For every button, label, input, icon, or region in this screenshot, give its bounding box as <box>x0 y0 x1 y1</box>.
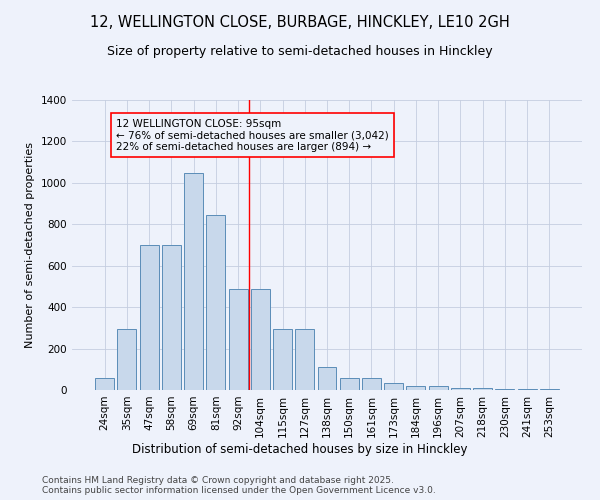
Text: 12, WELLINGTON CLOSE, BURBAGE, HINCKLEY, LE10 2GH: 12, WELLINGTON CLOSE, BURBAGE, HINCKLEY,… <box>90 15 510 30</box>
Bar <box>540 389 559 390</box>
Bar <box>273 329 292 390</box>
Bar <box>429 386 448 390</box>
Text: Distribution of semi-detached houses by size in Hinckley: Distribution of semi-detached houses by … <box>132 442 468 456</box>
Bar <box>496 389 514 390</box>
Bar <box>184 172 203 390</box>
Bar <box>251 288 270 390</box>
Bar <box>206 215 225 390</box>
Bar <box>518 389 536 390</box>
Bar <box>162 245 181 390</box>
Text: 12 WELLINGTON CLOSE: 95sqm
← 76% of semi-detached houses are smaller (3,042)
22%: 12 WELLINGTON CLOSE: 95sqm ← 76% of semi… <box>116 118 389 152</box>
Bar <box>406 386 425 390</box>
Bar <box>473 388 492 390</box>
Bar <box>340 378 359 390</box>
Bar <box>118 329 136 390</box>
Bar <box>317 367 337 390</box>
Bar <box>295 329 314 390</box>
Bar <box>362 378 381 390</box>
Bar <box>95 378 114 390</box>
Bar <box>451 388 470 390</box>
Bar <box>384 383 403 390</box>
Text: Size of property relative to semi-detached houses in Hinckley: Size of property relative to semi-detach… <box>107 45 493 58</box>
Bar <box>229 288 248 390</box>
Text: Contains HM Land Registry data © Crown copyright and database right 2025.
Contai: Contains HM Land Registry data © Crown c… <box>42 476 436 495</box>
Bar <box>140 245 158 390</box>
Y-axis label: Number of semi-detached properties: Number of semi-detached properties <box>25 142 35 348</box>
